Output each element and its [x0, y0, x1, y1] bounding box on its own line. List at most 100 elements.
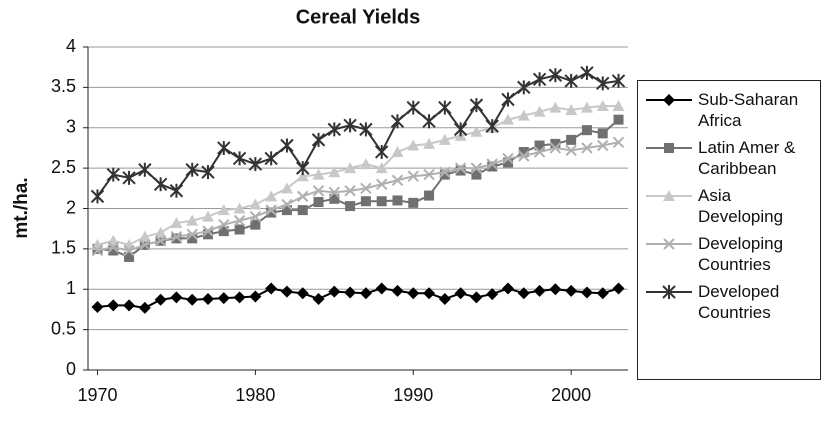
marker	[234, 224, 245, 235]
marker	[281, 198, 293, 211]
marker	[485, 119, 499, 134]
marker	[597, 139, 609, 152]
marker	[375, 282, 388, 295]
marker	[107, 299, 120, 312]
marker	[265, 190, 278, 202]
legend-label: Sub-Saharan Africa	[698, 90, 799, 130]
marker	[407, 287, 420, 300]
marker	[517, 80, 531, 95]
marker	[580, 286, 593, 299]
marker	[408, 197, 419, 208]
marker	[662, 285, 676, 299]
marker	[312, 168, 325, 180]
legend-label: Latin Amer & Caribbean	[698, 138, 796, 178]
marker	[280, 285, 293, 298]
marker	[580, 65, 594, 80]
marker	[186, 228, 198, 241]
y-tick-label: 1	[66, 278, 76, 298]
marker	[391, 174, 404, 186]
marker	[108, 245, 119, 256]
marker	[470, 125, 483, 137]
x-tick-label: 1990	[393, 385, 433, 405]
y-tick-label: 2.5	[51, 157, 76, 177]
series-line	[97, 118, 620, 259]
marker	[549, 142, 562, 154]
marker	[329, 193, 340, 204]
marker	[565, 103, 578, 115]
marker	[438, 100, 452, 115]
marker	[359, 287, 372, 300]
series-line	[97, 104, 619, 246]
marker	[439, 169, 450, 180]
legend-entry: Developed Countries	[644, 281, 820, 323]
y-axis-label: mt./ha.	[11, 177, 32, 238]
marker	[565, 144, 577, 157]
marker	[233, 202, 246, 214]
legend-label: Asia Developing	[698, 186, 784, 226]
marker	[107, 241, 119, 253]
marker	[90, 189, 105, 204]
marker	[344, 162, 357, 174]
legend-entry: Sub-Saharan Africa	[644, 89, 820, 131]
marker	[154, 235, 167, 247]
marker	[470, 162, 483, 174]
marker	[91, 244, 104, 257]
marker	[518, 146, 529, 157]
marker	[486, 288, 499, 301]
marker	[612, 99, 625, 111]
marker	[139, 239, 151, 251]
marker	[202, 210, 214, 222]
marker	[663, 94, 675, 106]
marker	[217, 204, 230, 216]
marker	[471, 169, 482, 180]
marker	[248, 157, 263, 172]
marker	[344, 185, 356, 197]
marker	[438, 292, 451, 305]
marker	[170, 231, 183, 243]
marker	[233, 291, 246, 304]
marker	[534, 140, 545, 151]
marker	[391, 145, 404, 157]
marker	[374, 144, 389, 159]
marker	[233, 214, 246, 227]
marker	[169, 183, 184, 198]
marker	[91, 301, 104, 314]
marker	[550, 138, 561, 149]
marker	[581, 125, 592, 136]
marker	[375, 162, 388, 174]
marker	[407, 170, 419, 182]
marker	[502, 152, 514, 165]
legend: Sub-Saharan Africa Latin Amer & Caribbean…	[637, 80, 821, 380]
marker	[170, 217, 183, 229]
marker	[138, 301, 151, 314]
marker	[202, 225, 214, 237]
marker	[217, 292, 230, 305]
marker	[664, 143, 674, 153]
marker	[549, 283, 562, 296]
marker	[345, 201, 356, 212]
marker	[548, 68, 563, 83]
marker	[454, 287, 467, 300]
marker	[185, 162, 199, 177]
marker	[453, 122, 468, 137]
y-tick-label: 4	[66, 36, 76, 56]
marker	[138, 230, 151, 242]
marker	[501, 92, 515, 107]
legend-swatch	[646, 285, 692, 299]
marker	[249, 210, 262, 223]
marker	[153, 177, 168, 192]
marker	[138, 162, 152, 177]
marker	[390, 114, 405, 129]
y-tick-label: 1.5	[51, 238, 76, 258]
marker	[106, 167, 120, 182]
marker	[249, 198, 262, 210]
legend-swatch	[646, 190, 692, 201]
marker	[328, 166, 341, 178]
marker	[612, 282, 625, 295]
marker	[517, 109, 530, 121]
marker	[201, 165, 215, 180]
marker	[533, 105, 546, 117]
marker	[171, 233, 182, 244]
